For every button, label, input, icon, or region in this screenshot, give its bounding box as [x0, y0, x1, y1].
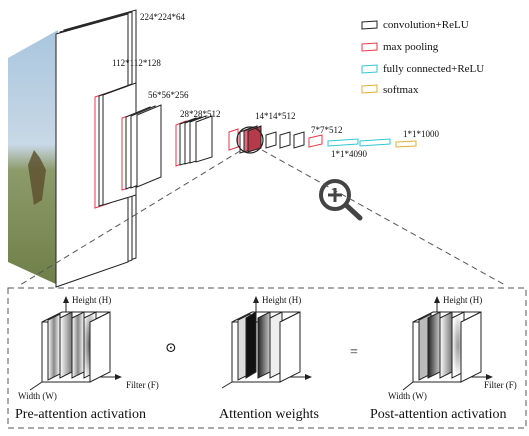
dim-28: 28*28*512	[180, 109, 221, 119]
weights-height-label: Height (H)	[262, 295, 301, 305]
zoom-ring	[236, 126, 264, 154]
dim-1000: 1*1*1000	[403, 129, 440, 139]
input-image	[8, 30, 58, 285]
attention-weights-block: Height (H) Attention weights	[219, 295, 319, 422]
softmax-layer	[395, 140, 417, 148]
pre-attention-title: Pre-attention activation	[15, 407, 146, 422]
pre-filter-label: Filter (F)	[126, 380, 159, 390]
legend-softmax-label: softmax	[383, 84, 419, 96]
dim-56: 56*56*256	[148, 90, 189, 100]
legend-fc-swatch	[361, 64, 378, 74]
dim-112: 112*112*128	[112, 58, 161, 68]
legend-fc-label: fully connected+ReLU	[383, 63, 484, 75]
pre-width-label: Width (W)	[18, 391, 57, 401]
conv-block-3	[125, 104, 162, 190]
dim-4090: 1*1*4090	[331, 149, 368, 159]
dim-224: 224*224*64	[140, 12, 186, 22]
zoom-lines	[19, 149, 506, 286]
pool-block-5	[308, 134, 323, 148]
equals-operator: =	[350, 345, 358, 360]
post-height-label: Height (H)	[443, 295, 482, 305]
dim-7: 7*7*512	[311, 125, 343, 135]
post-attention-title: Post-attention activation	[370, 407, 506, 422]
legend: convolution+ReLU max pooling fully conne…	[361, 19, 484, 96]
fc-layers	[327, 138, 391, 147]
attention-panel	[7, 287, 527, 429]
conv-block-4	[179, 115, 213, 166]
legend-softmax-swatch	[361, 84, 378, 94]
dim-14: 14*14*512	[255, 111, 296, 121]
conv-block-6	[265, 131, 305, 149]
legend-pool-swatch	[361, 42, 378, 52]
conv-block-5	[239, 125, 262, 154]
legend-conv-swatch	[361, 20, 378, 30]
legend-pool-label: max pooling	[383, 41, 439, 53]
odot-operator: ⊙	[165, 341, 177, 356]
pool-block-4	[228, 128, 239, 151]
post-filter-label: Filter (F)	[484, 380, 517, 390]
attention-weights-title: Attention weights	[219, 407, 319, 422]
post-width-label: Width (W)	[388, 391, 427, 401]
pre-attention-block: Height (H) Width (W) Filter (F) Pre-atte…	[15, 295, 159, 422]
post-attention-block: Height (H) Width (W) Filter (F) Post-att…	[370, 295, 517, 422]
pre-height-label: Height (H)	[72, 295, 111, 305]
legend-conv-label: convolution+ReLU	[383, 19, 469, 31]
